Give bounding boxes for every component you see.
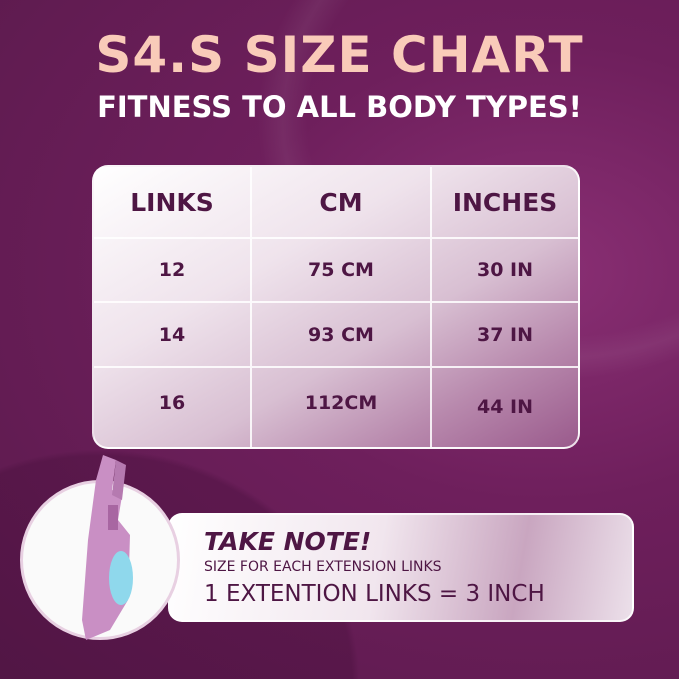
table-cell-cm: 93 CM (252, 303, 432, 368)
table-cell-cm: 75 CM (252, 239, 432, 303)
extension-link-grip (108, 505, 118, 530)
size-chart-table: LINKS CM INCHES 12 75 CM 30 IN 14 93 CM … (92, 165, 580, 449)
note-subtitle: SIZE FOR EACH EXTENSION LINKS (204, 559, 442, 575)
column-header-cm: CM (252, 167, 432, 239)
table-cell-links: 16 (94, 368, 252, 447)
table-cell-links: 12 (94, 239, 252, 303)
take-note-panel: TAKE NOTE! SIZE FOR EACH EXTENSION LINKS… (168, 513, 634, 622)
release-button-icon (109, 551, 133, 605)
table-cell-cm: 112CM (252, 368, 432, 447)
note-equation: 1 EXTENTION LINKS = 3 INCH (204, 581, 545, 607)
column-header-links: LINKS (94, 167, 252, 239)
table-cell-inches: 30 IN (432, 239, 578, 303)
extension-link-tip (112, 460, 126, 500)
page-subtitle: FITNESS TO ALL BODY TYPES! (97, 90, 582, 124)
table-cell-inches: 37 IN (432, 303, 578, 368)
column-header-inches: INCHES (432, 167, 578, 239)
table-cell-links: 14 (94, 303, 252, 368)
table-cell-inches: 44 IN (476, 396, 534, 418)
extension-link-image (82, 455, 133, 640)
page-title: S4.S SIZE CHART (95, 26, 584, 84)
note-title: TAKE NOTE! (204, 527, 372, 556)
